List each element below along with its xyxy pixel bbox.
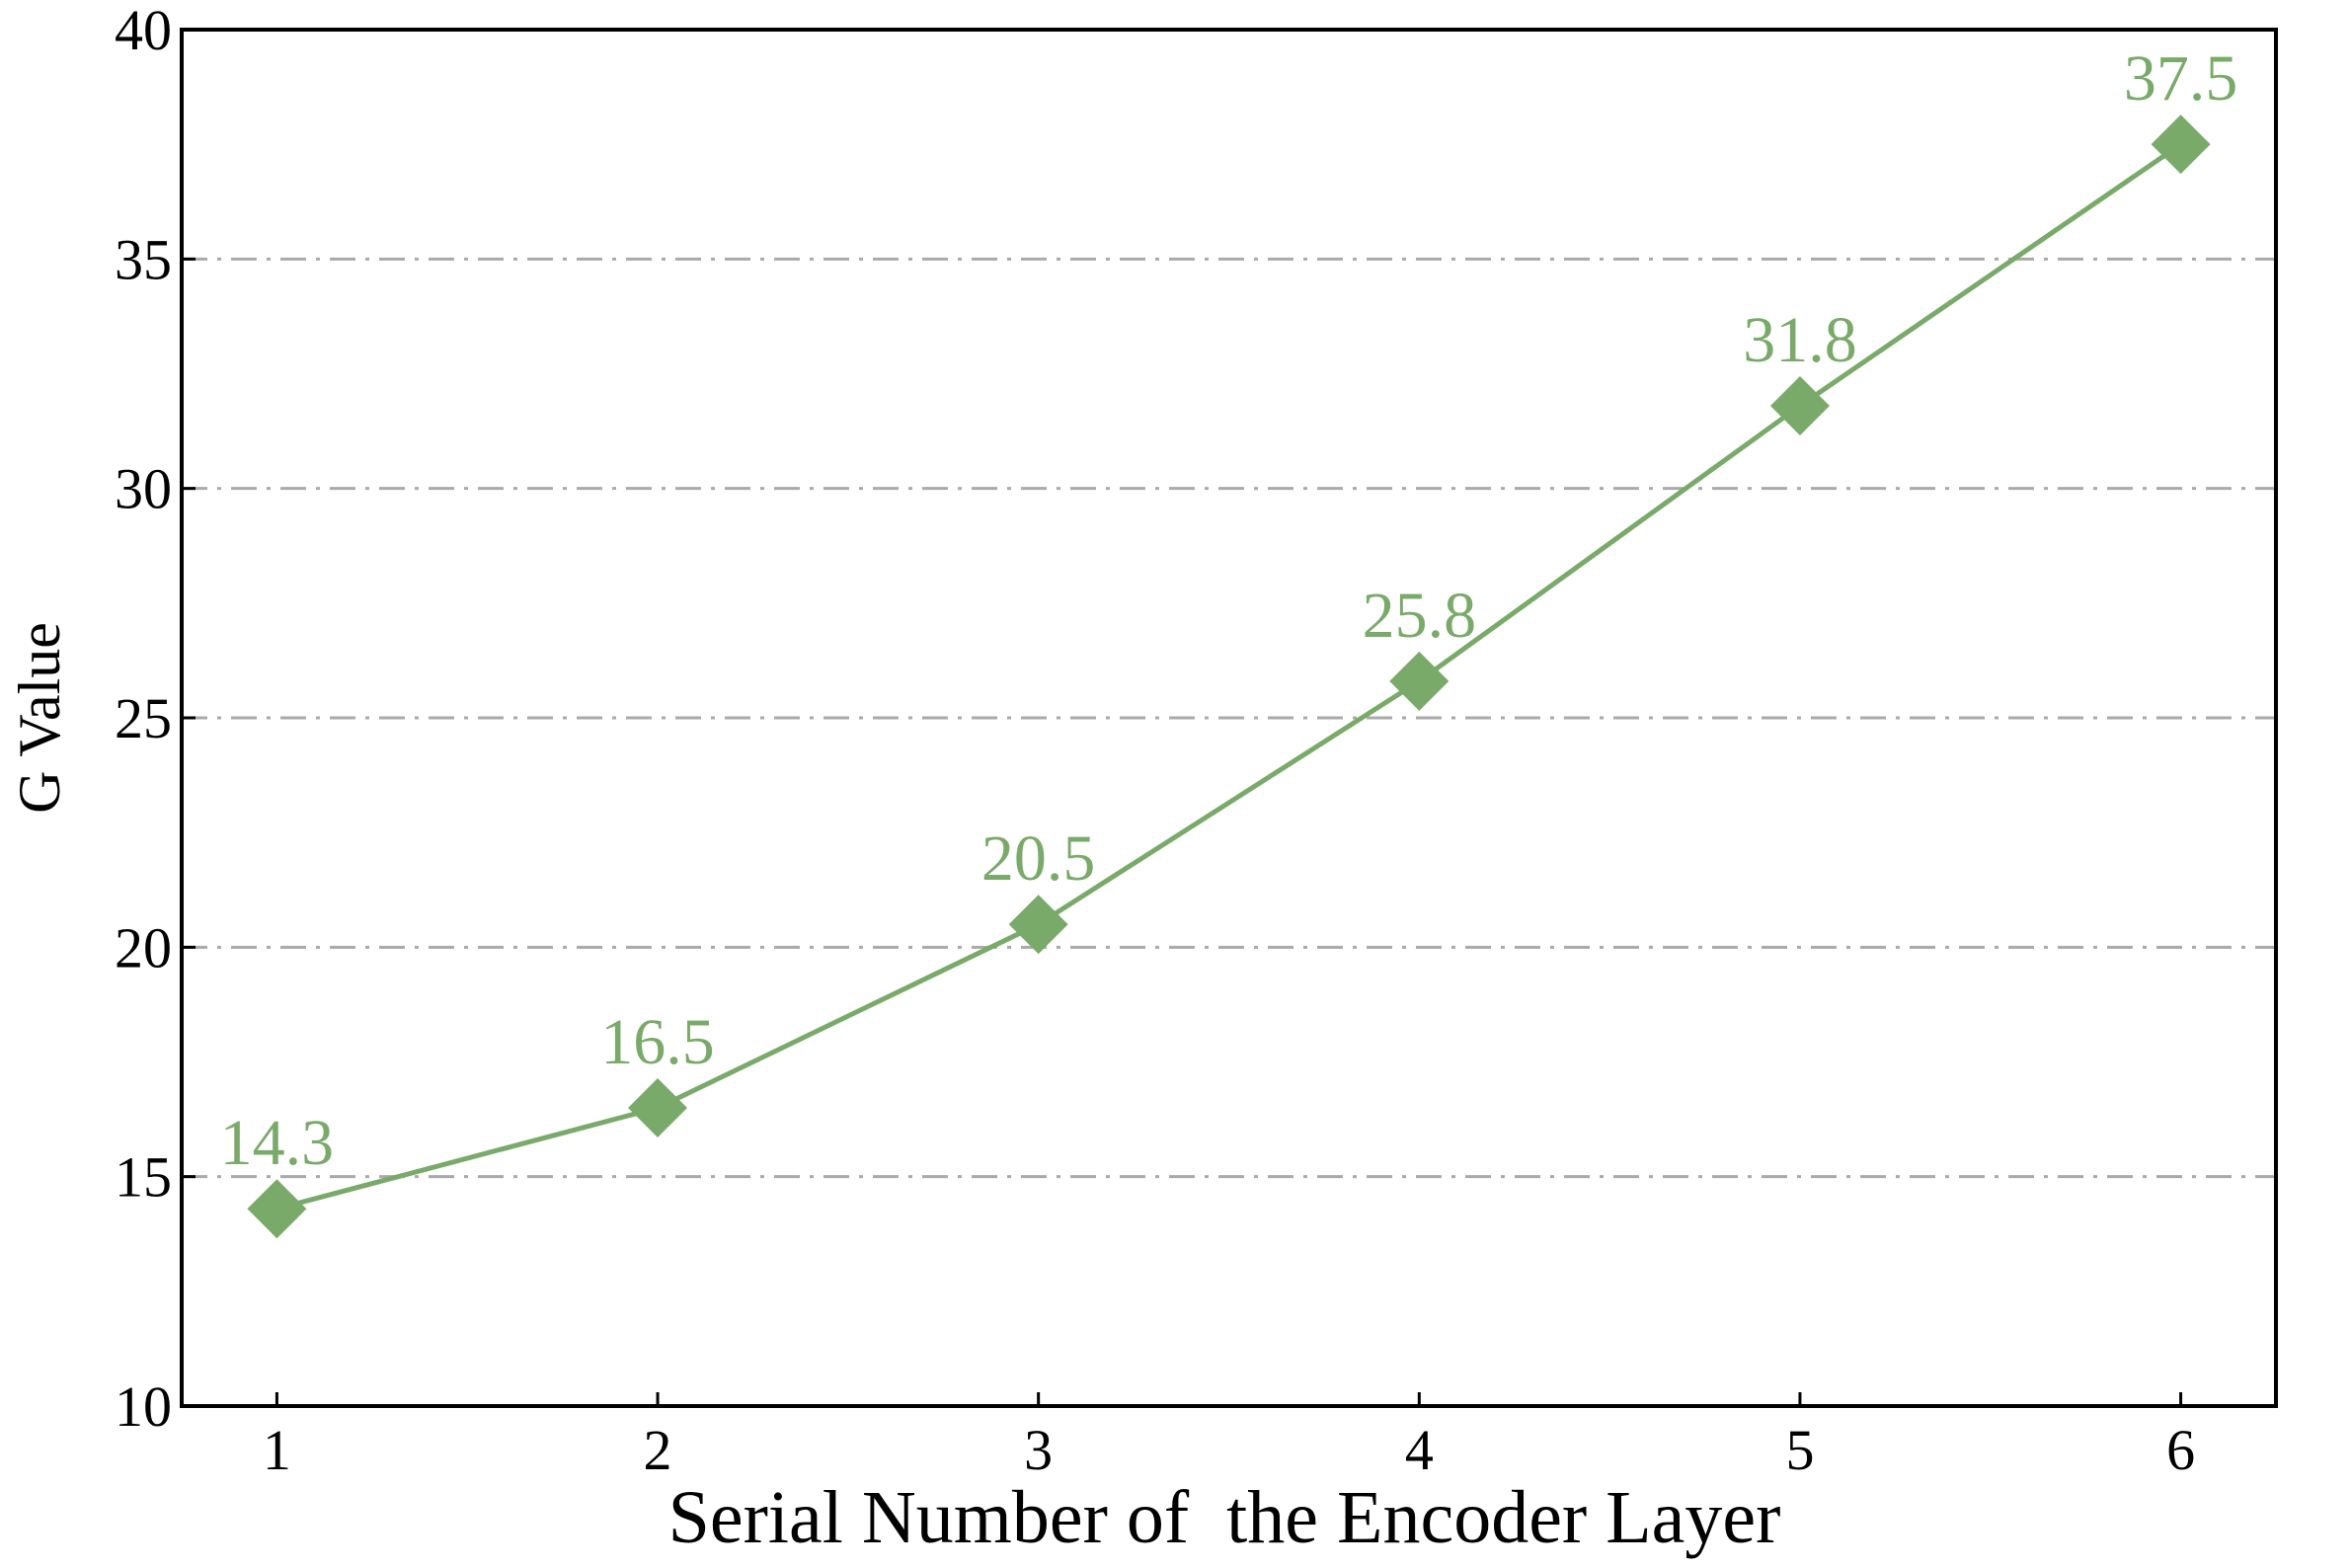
y-tick-label: 20	[115, 915, 172, 980]
y-tick-label: 25	[115, 686, 172, 750]
plot-frame	[180, 28, 2278, 1408]
marker	[1008, 895, 1068, 955]
y-tick-label: 15	[115, 1145, 172, 1210]
x-tick-label: 4	[1405, 1418, 1434, 1482]
y-tick-label: 30	[115, 457, 172, 521]
x-tick-label: 5	[1785, 1418, 1814, 1482]
data-label: 14.3	[220, 1107, 335, 1179]
line	[275, 142, 2183, 1212]
data-label: 25.8	[1363, 580, 1477, 652]
data-label: 37.5	[2124, 42, 2238, 115]
y-tick-label: 10	[115, 1374, 172, 1439]
x-tick-label: 6	[2166, 1418, 2195, 1482]
y-axis-label: G Value	[7, 622, 72, 814]
x-tick-label: 2	[644, 1418, 672, 1482]
marker	[247, 1179, 307, 1239]
x-tick-label: 3	[1024, 1418, 1053, 1482]
y-tick-label: 35	[115, 227, 172, 291]
x-axis-label: Serial Number of the Encoder Layer	[668, 1476, 1781, 1559]
marker	[628, 1077, 688, 1137]
marker	[2151, 115, 2211, 175]
x-tick-label: 1	[263, 1418, 291, 1482]
data-label: 16.5	[600, 1006, 715, 1078]
y-tick-label: 40	[115, 0, 172, 62]
marker	[1769, 376, 1830, 436]
marker	[1389, 651, 1449, 711]
data-label: 20.5	[981, 823, 1096, 895]
data-label: 31.8	[1743, 304, 1857, 376]
